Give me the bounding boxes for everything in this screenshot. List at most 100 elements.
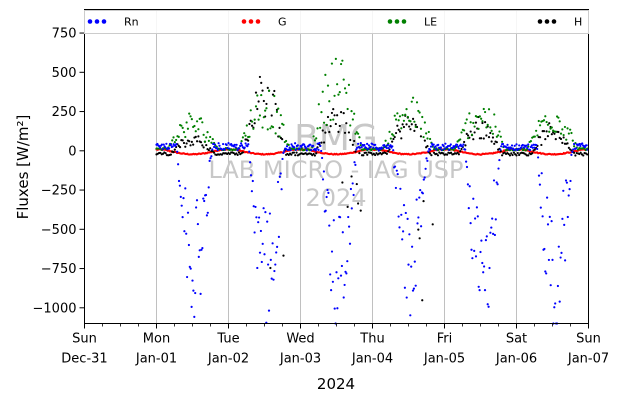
rn-point: [228, 147, 231, 150]
h-point: [557, 130, 560, 134]
h-point: [199, 141, 203, 144]
le-point: [285, 139, 288, 143]
le-point: [241, 136, 244, 139]
h-point: [185, 142, 188, 145]
rn-point: [247, 143, 250, 146]
rn-point: [351, 182, 354, 185]
x-axis: Sun Dec-31 Mon Jan-01 Tue Jan-02 Wed Jan-03 Thu J…: [61, 323, 609, 367]
rn-point: [400, 213, 403, 216]
rn-point: [249, 174, 253, 177]
le-point: [205, 136, 208, 139]
le-point: [258, 114, 262, 117]
le-point: [544, 115, 547, 118]
rn-point: [409, 314, 412, 317]
legend-label-h: H: [574, 16, 582, 29]
rn-point: [258, 251, 262, 254]
x-tick-date: Jan-04: [351, 352, 393, 367]
h-point: [474, 121, 478, 124]
x-tick-date: Jan-02: [207, 352, 249, 367]
rn-point: [190, 305, 193, 308]
rn-point: [182, 197, 185, 200]
rn-point: [424, 167, 427, 170]
rn-point: [462, 143, 465, 146]
le-point: [257, 118, 260, 121]
rn-point: [194, 291, 197, 295]
rn-point: [316, 142, 319, 145]
le-point: [545, 120, 548, 124]
le-point: [486, 123, 489, 126]
rn-point: [250, 190, 253, 193]
le-point: [562, 133, 565, 137]
le-point: [459, 138, 462, 141]
rn-point: [348, 225, 351, 228]
h-point: [273, 89, 276, 93]
le-point: [497, 134, 500, 137]
rn-point: [474, 255, 478, 258]
le-point: [353, 112, 356, 115]
rn-point: [488, 266, 491, 270]
h-point: [159, 151, 162, 155]
rn-point: [320, 149, 323, 153]
h-point: [265, 102, 268, 106]
rn-point: [277, 235, 280, 238]
h-point: [205, 143, 208, 147]
le-point: [343, 87, 347, 90]
h-point: [435, 152, 438, 155]
rn-point: [526, 146, 529, 150]
rn-point: [497, 167, 500, 170]
h-point: [354, 150, 357, 153]
h-point: [550, 133, 553, 136]
rn-point: [403, 286, 406, 289]
le-point: [177, 135, 180, 138]
rn-point: [487, 305, 490, 308]
h-point: [241, 151, 244, 154]
le-point: [330, 62, 334, 65]
rn-point: [449, 143, 452, 146]
rn-point: [538, 183, 542, 186]
h-point: [320, 141, 323, 144]
x-axis-title: 2024: [317, 375, 355, 393]
le-point: [466, 137, 470, 140]
legend-marker-rn: [101, 19, 107, 24]
le-point: [559, 132, 563, 135]
le-point: [468, 112, 471, 115]
h-point: [503, 151, 506, 154]
h-point: [579, 151, 582, 154]
le-point: [287, 143, 290, 147]
rn-point: [314, 149, 317, 152]
watermark: BMG LAB MICRO - IAG USP 2024: [208, 118, 463, 212]
rn-point: [252, 205, 255, 208]
rn-point: [255, 216, 258, 219]
rn-point: [310, 149, 313, 152]
rn-point: [279, 172, 282, 175]
rn-point: [567, 194, 570, 197]
h-point: [164, 152, 167, 155]
rn-point: [285, 145, 289, 148]
h-point: [561, 141, 564, 144]
legend: Rn G LE H: [84, 10, 589, 34]
le-point: [573, 145, 576, 148]
le-point: [248, 135, 251, 138]
rn-point: [251, 179, 254, 183]
h-point: [266, 86, 269, 89]
h-point: [501, 154, 504, 157]
h-point: [481, 121, 484, 125]
rn-point: [496, 183, 499, 186]
le-point: [409, 120, 412, 123]
rn-point: [545, 272, 548, 275]
rn-point: [197, 255, 200, 258]
le-point: [206, 131, 209, 134]
rn-point: [290, 143, 293, 146]
rn-point: [254, 205, 257, 209]
rn-point: [315, 147, 318, 150]
h-point: [330, 111, 334, 115]
rn-point: [318, 141, 321, 145]
h-point: [392, 137, 395, 141]
rn-point: [289, 149, 292, 152]
y-tick-label: −750: [41, 262, 77, 277]
le-point: [233, 148, 237, 152]
rn-point: [536, 147, 539, 151]
le-point: [325, 123, 328, 127]
rn-point: [480, 239, 483, 242]
x-tick-day: Tue: [216, 332, 239, 347]
